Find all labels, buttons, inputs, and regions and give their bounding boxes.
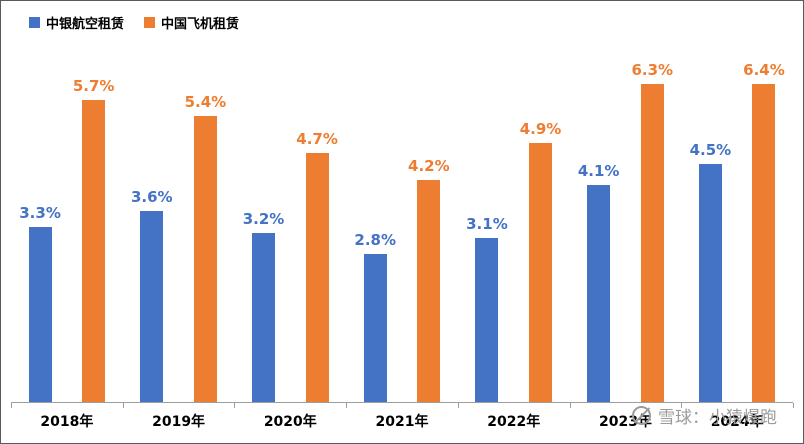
bar: [698, 164, 722, 402]
x-axis-label: 2021年: [375, 414, 429, 430]
x-axis-label: 2024年: [710, 414, 764, 430]
bar-column: 5.4%: [184, 61, 227, 402]
bar-value-label: 2.8%: [354, 231, 397, 249]
bar: [363, 254, 387, 402]
watermark: 雪球：小猿爆跑: [632, 403, 777, 428]
bar: [529, 143, 553, 402]
bar: [475, 238, 499, 402]
axis-tick: [569, 403, 571, 408]
bar-value-label: 3.1%: [466, 215, 508, 233]
legend-label: 中国飞机租赁: [161, 17, 240, 32]
bar: [193, 116, 217, 402]
xueqiu-logo-icon: [632, 406, 651, 425]
bar-group: 3.1% 4.9%: [458, 61, 570, 402]
bar-value-label: 3.6%: [130, 188, 173, 206]
bar-column: 3.3%: [19, 61, 61, 402]
axis-tick: [793, 403, 794, 408]
axis-tick: [457, 403, 459, 408]
bar-value-label: 6.4%: [743, 61, 785, 79]
x-axis-label: 2018年: [40, 414, 94, 430]
legend-item: 中银航空租赁: [29, 13, 124, 32]
axis-tick: [234, 403, 236, 408]
x-axis-label: 2020年: [263, 414, 317, 430]
bar-column: 3.6%: [131, 61, 173, 402]
bar-column: 4.5%: [689, 61, 732, 402]
bar-group: 3.2% 4.7%: [234, 61, 346, 402]
bar: [587, 185, 611, 402]
bar-group: 4.1% 6.3%: [570, 61, 682, 402]
bar-column: 5.7%: [72, 61, 115, 402]
bar-column: 2.8%: [354, 61, 396, 402]
bar: [752, 84, 776, 402]
bar-column: 3.1%: [466, 61, 508, 402]
bar: [82, 100, 106, 402]
bar-column: 4.7%: [296, 61, 338, 402]
legend-label: 中银航空租赁: [46, 17, 125, 32]
bar-column: 6.3%: [631, 61, 673, 402]
bar-value-label: 3.2%: [242, 210, 285, 228]
bar-value-label: 4.2%: [408, 157, 450, 175]
bar-group: 4.5% 6.4%: [681, 61, 793, 402]
chart-legend: 中银航空租赁 中国飞机租赁: [29, 13, 239, 32]
axis-tick: [681, 403, 683, 408]
bar-value-label: 5.7%: [72, 77, 115, 95]
axis-tick: [11, 403, 12, 408]
legend-swatch: [144, 17, 156, 28]
bar-value-label: 3.3%: [19, 204, 61, 222]
bar-column: 4.2%: [408, 61, 450, 402]
plot-area: 3.3% 5.7% 3.6% 5.4% 3.2% 4.7% 2.8% 4.2% 3.1% 4.9%…: [11, 61, 794, 408]
axis-tick: [122, 403, 124, 408]
bar: [640, 84, 664, 402]
bar-column: 6.4%: [743, 61, 785, 402]
bar-value-label: 4.7%: [296, 130, 338, 148]
watermark-text: 雪球：小猿爆跑: [658, 408, 777, 428]
bar-column: 4.9%: [519, 61, 562, 402]
bar-value-label: 4.9%: [519, 120, 562, 138]
bar-group: 3.3% 5.7%: [11, 61, 123, 402]
bar-group: 2.8% 4.2%: [346, 61, 458, 402]
bar-value-label: 5.4%: [184, 93, 227, 111]
bar: [251, 233, 275, 402]
axis-tick: [346, 403, 348, 408]
x-axis-labels: 2018年 2019年 2020年 2021年 2022年 2023年 2024年: [11, 411, 793, 431]
x-axis-label: 2019年: [152, 414, 206, 430]
bar: [28, 227, 52, 402]
bar: [417, 180, 441, 402]
bar: [140, 211, 164, 402]
bar-value-label: 4.1%: [577, 162, 620, 180]
bar-group: 3.6% 5.4%: [123, 61, 235, 402]
x-axis-label: 2022年: [487, 414, 541, 430]
bar: [305, 153, 329, 402]
bar-column: 3.2%: [242, 61, 285, 402]
bar-column: 4.1%: [577, 61, 620, 402]
bar-value-label: 4.5%: [689, 141, 732, 159]
bar-value-label: 6.3%: [631, 61, 674, 79]
legend-item: 中国飞机租赁: [144, 13, 239, 32]
legend-swatch: [29, 17, 40, 28]
